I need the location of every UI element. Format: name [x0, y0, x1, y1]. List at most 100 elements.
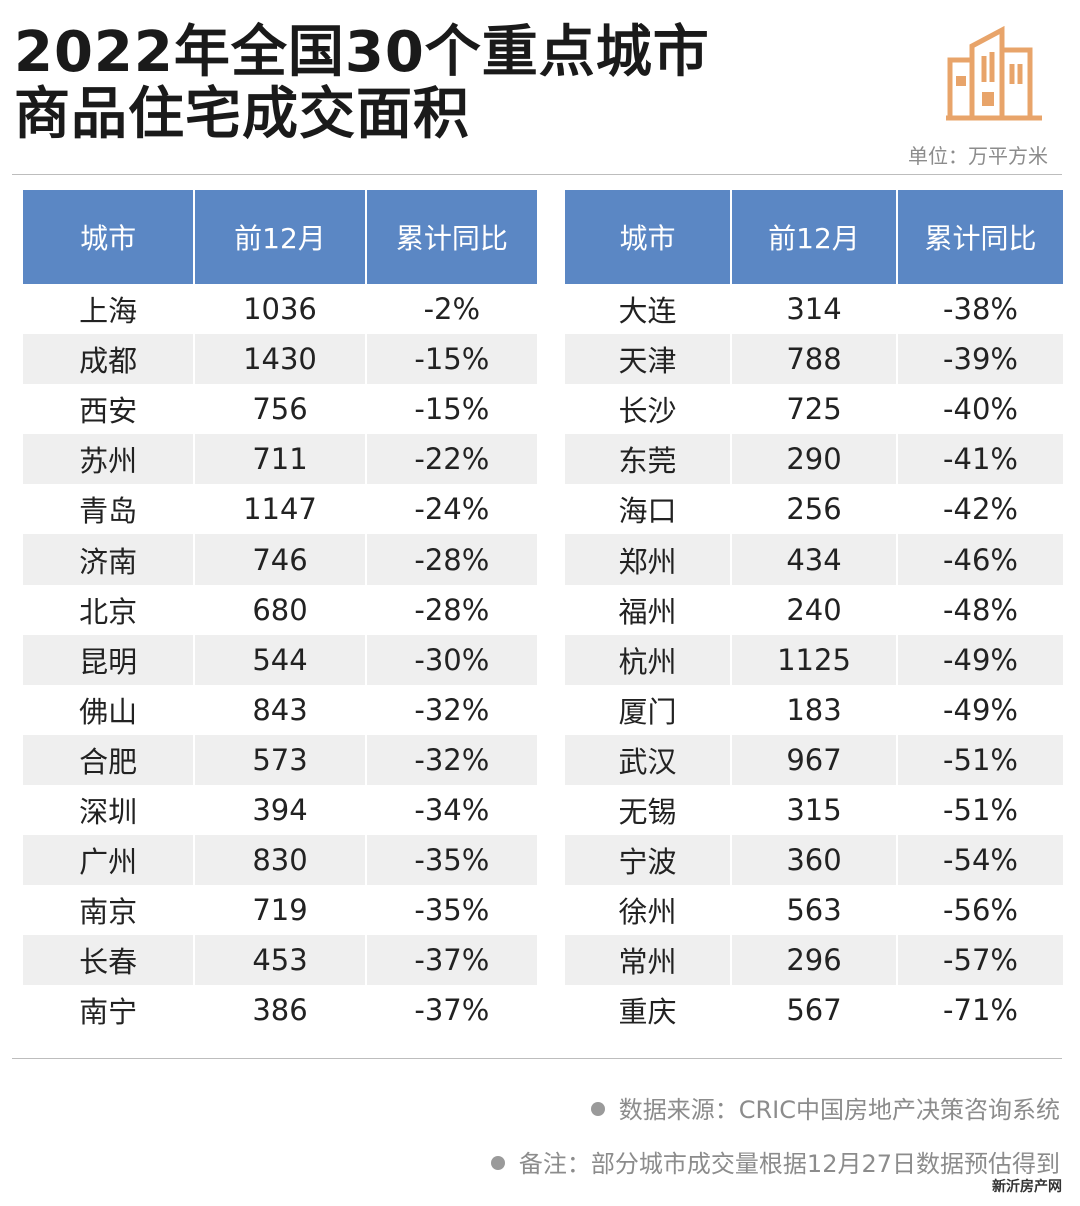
cell-ytd: 573	[194, 734, 367, 785]
cell-ytd: 1036	[194, 284, 367, 335]
cell-city: 海口	[565, 484, 732, 535]
cell-ytd: 967	[731, 734, 898, 785]
cell-city: 昆明	[23, 634, 196, 685]
cell-yoy: -32%	[414, 692, 490, 727]
cell-ytd: 1125	[731, 634, 898, 685]
cell-ytd: 386	[194, 985, 367, 1036]
cell-yoy: -38%	[943, 292, 1018, 327]
cell-city: 苏州	[23, 434, 196, 485]
table-row: 南宁 386 -37%	[23, 985, 537, 1036]
cell-ytd: 453	[194, 935, 367, 986]
corner-watermark: 新沂房产网	[988, 1174, 1066, 1198]
top-divider	[12, 174, 1062, 175]
cell-ytd: 1430	[194, 334, 367, 385]
table-row: 苏州 711 -22%	[23, 434, 537, 485]
cell-city: 大连	[565, 284, 732, 335]
unit-label: 单位：万平方米	[908, 144, 1048, 168]
header-yoy: 累计同比	[897, 190, 1063, 284]
table-row: 西安 756 -15%	[23, 384, 537, 435]
cell-ytd: 544	[194, 634, 367, 685]
table-row: 杭州 1125 -49%	[565, 634, 1063, 685]
table-row: 成都 1430 -15%	[23, 334, 537, 385]
cell-yoy: -48%	[943, 592, 1018, 627]
table-row: 常州 296 -57%	[565, 935, 1063, 986]
table-row: 昆明 544 -30%	[23, 634, 537, 685]
cell-city: 郑州	[565, 534, 732, 585]
cell-city: 徐州	[565, 885, 732, 936]
table-row: 上海 1036 -2%	[23, 284, 537, 335]
table-row: 武汉 967 -51%	[565, 734, 1063, 785]
table-row: 南京 719 -35%	[23, 885, 537, 936]
title-line-1: 2022年全国30个重点城市	[14, 20, 710, 85]
cell-ytd: 290	[731, 434, 898, 485]
bottom-divider	[12, 1058, 1062, 1059]
table-row: 长沙 725 -40%	[565, 384, 1063, 435]
cell-ytd: 256	[731, 484, 898, 535]
cell-city: 重庆	[565, 985, 732, 1036]
cell-city: 济南	[23, 534, 196, 585]
cell-ytd: 567	[731, 985, 898, 1036]
cell-yoy: -51%	[897, 734, 1063, 785]
source-note: 数据来源：CRIC中国房地产决策咨询系统	[590, 1090, 1060, 1125]
cell-yoy: -41%	[897, 434, 1063, 485]
cell-ytd: 314	[731, 284, 898, 335]
table-row: 福州 240 -48%	[565, 584, 1063, 635]
header-row: 城市 前12月 累计同比	[23, 190, 537, 284]
header-yoy: 累计同比	[365, 190, 537, 284]
cell-yoy: -28%	[365, 534, 537, 585]
cell-ytd: 711	[194, 434, 367, 485]
cell-city: 东莞	[565, 434, 732, 485]
cell-city: 深圳	[23, 784, 196, 836]
cell-yoy: -71%	[943, 993, 1018, 1028]
cell-city: 无锡	[565, 784, 732, 836]
right-table: 城市 前12月 累计同比 大连 314 -38% 天津 788 -39% 长沙 725 -40%…	[565, 190, 1063, 1036]
cell-ytd: 725	[731, 384, 898, 435]
cell-yoy: -51%	[943, 792, 1018, 827]
cell-ytd: 756	[194, 384, 367, 435]
cell-yoy: -30%	[365, 634, 537, 685]
cell-city: 佛山	[23, 684, 196, 735]
table-row: 无锡 315 -51%	[565, 784, 1063, 836]
table-row: 长春 453 -37%	[23, 935, 537, 986]
cell-yoy: -35%	[414, 893, 490, 928]
cell-city: 南京	[23, 885, 196, 936]
cell-city: 长春	[23, 935, 196, 986]
header-city: 城市	[565, 190, 732, 284]
cell-city: 福州	[565, 584, 732, 635]
cell-ytd: 563	[731, 885, 898, 936]
cell-ytd: 680	[194, 584, 367, 635]
cell-yoy: -46%	[897, 534, 1063, 585]
table-row: 深圳 394 -34%	[23, 784, 537, 836]
cell-yoy: -49%	[897, 634, 1063, 685]
cell-city: 杭州	[565, 634, 732, 685]
table-row: 海口 256 -42%	[565, 484, 1063, 535]
cell-ytd: 296	[731, 935, 898, 986]
cell-city: 南宁	[23, 985, 196, 1036]
table-row: 广州 830 -35%	[23, 835, 537, 886]
cell-city: 常州	[565, 935, 732, 986]
cell-yoy: -24%	[414, 492, 490, 527]
cell-yoy: -2%	[423, 292, 481, 327]
cell-ytd: 394	[194, 784, 367, 836]
title-line-2: 商品住宅成交面积	[14, 82, 470, 147]
table-row: 青岛 1147 -24%	[23, 484, 537, 535]
table-row: 宁波 360 -54%	[565, 835, 1063, 886]
table-row: 徐州 563 -56%	[565, 885, 1063, 936]
cell-city: 合肥	[23, 734, 196, 785]
cell-ytd: 240	[731, 584, 898, 635]
cell-ytd: 1147	[194, 484, 367, 535]
cell-yoy: -57%	[897, 935, 1063, 986]
cell-ytd: 746	[194, 534, 367, 585]
cell-yoy: -15%	[365, 334, 537, 385]
cell-ytd: 788	[731, 334, 898, 385]
cell-city: 西安	[23, 384, 196, 435]
cell-yoy: -54%	[897, 835, 1063, 886]
cell-yoy: -49%	[943, 692, 1018, 727]
table-row: 郑州 434 -46%	[565, 534, 1063, 585]
table-row: 东莞 290 -41%	[565, 434, 1063, 485]
cell-yoy: -39%	[897, 334, 1063, 385]
table-row: 佛山 843 -32%	[23, 684, 537, 735]
cell-city: 上海	[23, 284, 196, 335]
cell-ytd: 434	[731, 534, 898, 585]
bullet-icon	[490, 1156, 505, 1170]
